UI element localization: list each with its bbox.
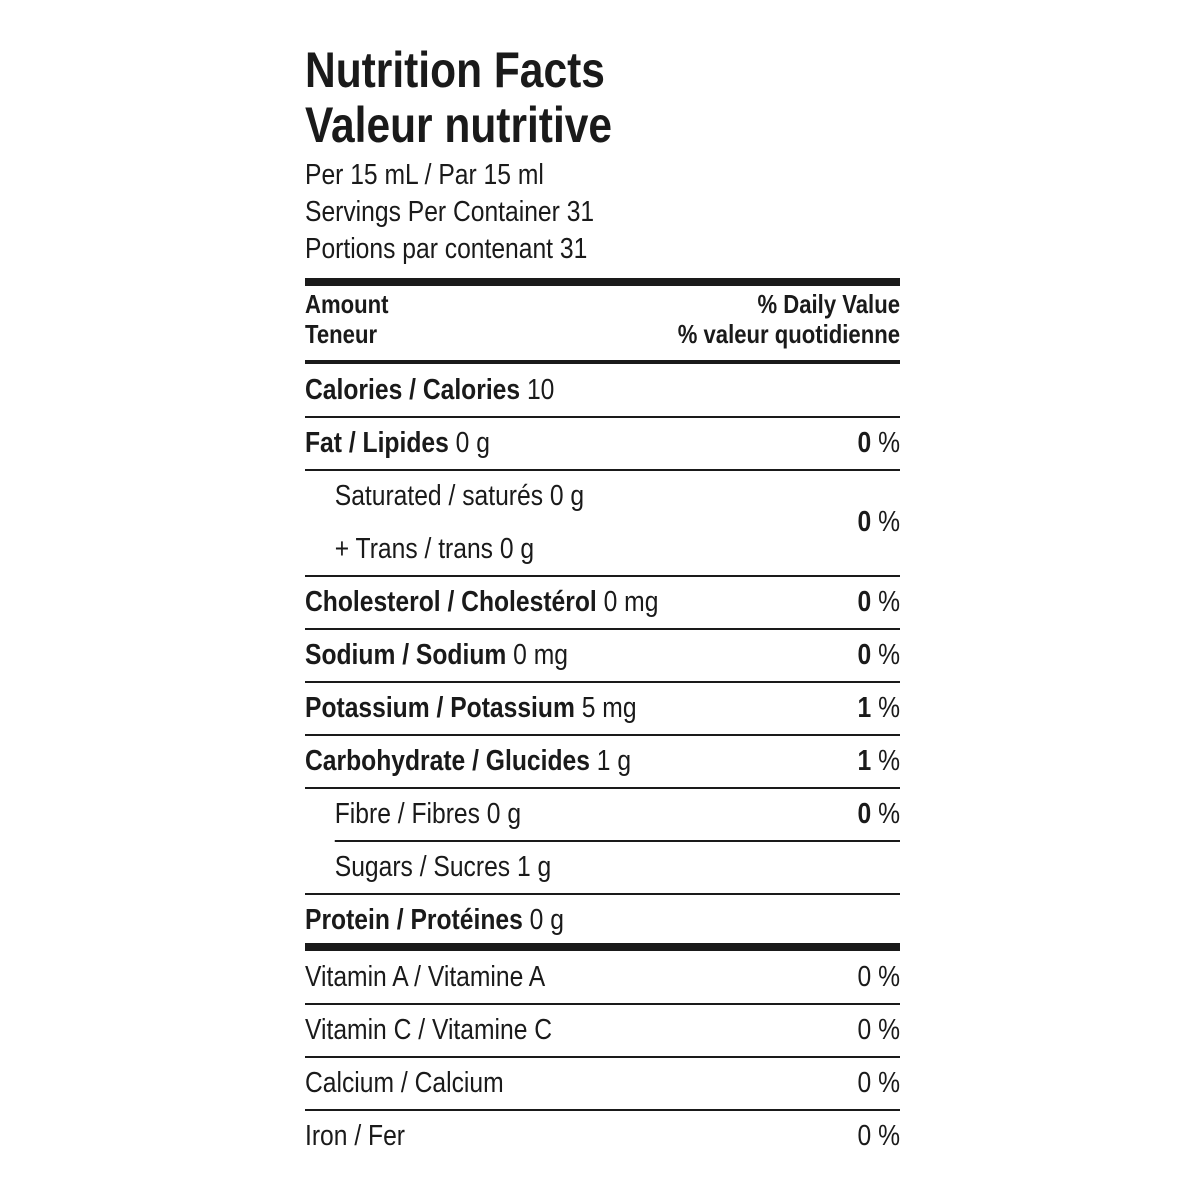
dv-unit: %: [878, 691, 900, 724]
vitamin-dv: 0 %: [857, 1119, 900, 1152]
dv-number: 0: [857, 426, 872, 459]
nutrient-amount: 1 g: [516, 850, 552, 883]
rule: [305, 575, 900, 577]
nutrient-name: Protein / Protéines: [305, 903, 523, 936]
daily-value: 1 %: [858, 743, 901, 781]
rule: [305, 360, 900, 364]
nutrient-name: + Trans / trans: [334, 532, 493, 565]
nutrient: + Trans / trans 0 g: [335, 531, 534, 569]
title: Nutrition Facts: [305, 41, 605, 98]
nutrient-name: Cholesterol / Cholestérol: [305, 585, 597, 618]
vitamin-dv: 0 %: [857, 1013, 900, 1046]
vitamin-dv: 0 %: [857, 1066, 900, 1099]
serving-size: Per 15 mL / Par 15 ml: [305, 159, 544, 192]
nutrient-name: Fat / Lipides: [305, 426, 449, 459]
daily-value: 0 %: [858, 584, 901, 622]
dv-unit: %: [878, 744, 900, 777]
nutrition-label: Nutrition Facts Valeur nutritive Per 15 mL…: [305, 0, 900, 1200]
nutrient-name: Sodium / Sodium: [305, 638, 507, 671]
vitamin-name: Calcium / Calcium: [305, 1066, 504, 1099]
nutrient-amount: 0 g: [549, 479, 585, 512]
rule: [305, 893, 900, 895]
daily-value: 1 %: [858, 690, 901, 728]
dv-number: 0: [857, 797, 872, 830]
rule: [334, 840, 900, 842]
nutrient-name: Potassium / Potassium: [305, 691, 575, 724]
nutrient-amount: 0 g: [529, 903, 564, 936]
nutrient-name: Calories / Calories: [305, 373, 521, 406]
nutrient-name: Saturated / saturés: [334, 479, 544, 512]
rule: [305, 943, 900, 951]
rule: [305, 1056, 900, 1058]
nutrient-name: Sugars / Sucres: [334, 850, 511, 883]
rule: [305, 681, 900, 683]
dv-unit: %: [878, 506, 900, 539]
rule: [305, 469, 900, 471]
column-header: Amount: [305, 289, 389, 320]
dv-unit: %: [878, 426, 900, 459]
nutrient-amount: 10: [526, 373, 555, 406]
daily-value: 0 %: [858, 637, 901, 675]
nutrient-amount: 0 g: [499, 532, 535, 565]
rule: [305, 1109, 900, 1111]
nutrient: Sodium / Sodium 0 mg: [305, 637, 568, 675]
daily-value: 0 %: [858, 796, 901, 834]
nutrient: Fibre / Fibres 0 g: [335, 796, 521, 834]
dv-unit: %: [878, 585, 900, 618]
dv-number: 0: [857, 506, 872, 539]
daily-value: 0 %: [858, 504, 901, 542]
dv-unit: %: [878, 797, 900, 830]
column-header: Teneur: [305, 319, 378, 350]
nutrient-amount: 0 mg: [513, 638, 568, 671]
daily-value: 0 %: [858, 425, 901, 463]
servings: Servings Per Container 31: [305, 196, 595, 229]
rule: [305, 787, 900, 789]
nutrient: Protein / Protéines 0 g: [305, 902, 564, 940]
nutrient-amount: 0 mg: [603, 585, 659, 618]
nutrient-name: Fibre / Fibres: [334, 797, 480, 830]
vitamin-name: Vitamin C / Vitamine C: [305, 1013, 553, 1046]
rule: [305, 278, 900, 286]
rule: [305, 628, 900, 630]
rule: [305, 416, 900, 418]
nutrient-amount: 1 g: [596, 744, 632, 777]
column-header: % valeur quotidienne: [677, 319, 900, 350]
nutrient-amount: 5 mg: [581, 691, 637, 724]
nutrient: Cholesterol / Cholestérol 0 mg: [305, 584, 658, 622]
nutrient: Carbohydrate / Glucides 1 g: [305, 743, 631, 781]
dv-number: 1: [857, 744, 872, 777]
nutrient: Calories / Calories 10: [305, 372, 554, 410]
nutrient: Sugars / Sucres 1 g: [335, 849, 552, 887]
vitamin-dv: 0 %: [857, 960, 900, 993]
title: Valeur nutritive: [305, 96, 613, 153]
dv-number: 0: [857, 638, 872, 671]
dv-number: 1: [857, 691, 872, 724]
dv-unit: %: [878, 638, 900, 671]
servings: Portions par contenant 31: [305, 233, 588, 266]
nutrient: Saturated / saturés 0 g: [335, 478, 584, 516]
nutrient: Potassium / Potassium 5 mg: [305, 690, 637, 728]
nutrient-amount: 0 g: [486, 797, 522, 830]
dv-number: 0: [857, 585, 872, 618]
column-header: % Daily Value: [757, 289, 900, 320]
vitamin-name: Vitamin A / Vitamine A: [305, 960, 546, 993]
rule: [305, 734, 900, 736]
nutrient: Fat / Lipides 0 g: [305, 425, 490, 463]
rule: [305, 1003, 900, 1005]
nutrient-name: Carbohydrate / Glucides: [305, 744, 590, 777]
nutrient-amount: 0 g: [455, 426, 490, 459]
vitamin-name: Iron / Fer: [305, 1119, 406, 1152]
